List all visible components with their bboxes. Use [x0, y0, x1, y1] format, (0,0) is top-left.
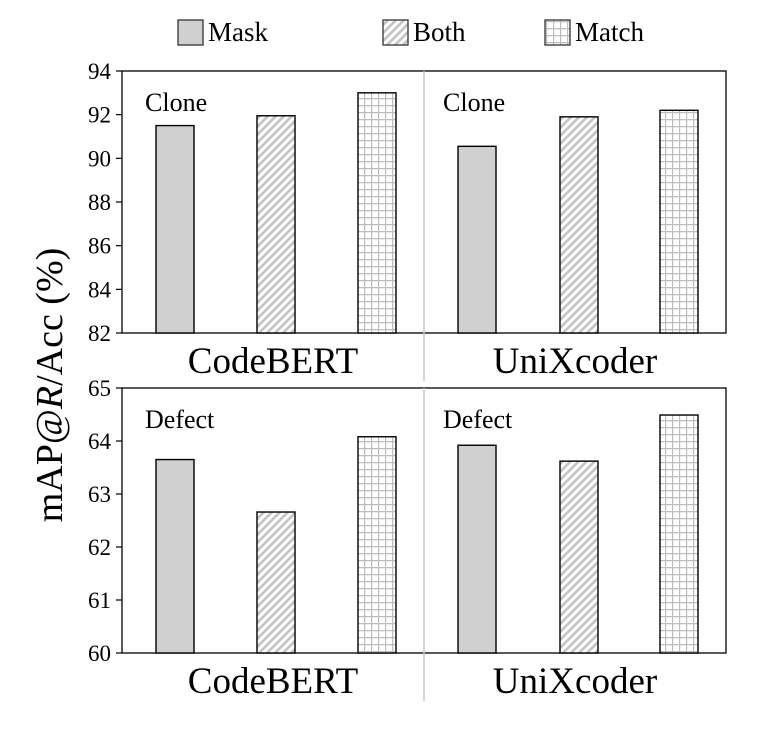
y-tick-label: 64: [88, 429, 112, 454]
legend-swatch-mask: [177, 19, 204, 46]
task-label: Defect: [443, 405, 513, 434]
y-tick-label: 86: [88, 234, 111, 259]
legend-label-match: Match: [575, 17, 644, 47]
bar-both-codebert: [256, 511, 296, 654]
y-tick-label: 62: [88, 535, 111, 560]
legend-label-mask: Mask: [208, 17, 268, 47]
bar-mask-codebert: [155, 458, 195, 654]
bar-match-unixcoder: [659, 414, 699, 654]
y-tick-label: 60: [88, 641, 111, 666]
panel-defect: 60 61 62 63 64 65 Defect Defect CodeBERT UniXcode…: [88, 376, 727, 702]
x-category-label-unixcoder: UniXcoder: [493, 661, 657, 702]
y-tick-label: 65: [88, 376, 111, 401]
y-tick-label: 94: [88, 59, 112, 84]
x-category-label-codebert: CodeBERT: [188, 661, 358, 702]
legend-item-both: Both: [382, 17, 466, 47]
x-category-label-unixcoder: UniXcoder: [493, 341, 657, 382]
chart-panels: 82 84 86 88 90 92 94 Clone Clone CodeBERT UniXcode…: [88, 59, 727, 702]
x-category-label-codebert: CodeBERT: [188, 341, 358, 382]
bar-mask-codebert: [155, 124, 195, 334]
bar-both-unixcoder: [559, 116, 599, 334]
y-tick-label: 61: [88, 588, 111, 613]
bar-mask-unixcoder: [457, 145, 497, 334]
y-tick-label: 90: [88, 146, 111, 171]
bar-both-codebert: [256, 115, 296, 334]
task-label: Clone: [145, 88, 207, 117]
legend: Mask Both Match: [177, 17, 644, 47]
y-tick-label: 82: [88, 321, 111, 346]
legend-label-both: Both: [413, 17, 466, 47]
panel-clone: 82 84 86 88 90 92 94 Clone Clone CodeBERT UniXcode…: [88, 59, 727, 382]
task-label: Defect: [145, 405, 215, 434]
bar-match-unixcoder: [659, 109, 699, 334]
y-tick-label: 84: [88, 277, 112, 302]
legend-item-match: Match: [544, 17, 644, 47]
bar-both-unixcoder: [559, 460, 599, 654]
bar-match-codebert: [357, 436, 397, 654]
legend-swatch-match: [544, 19, 571, 46]
y-tick-label: 92: [88, 103, 111, 128]
bar-mask-unixcoder: [457, 444, 497, 654]
y-tick-label: 88: [88, 190, 111, 215]
task-label: Clone: [443, 88, 505, 117]
y-tick-label: 63: [88, 482, 111, 507]
bar-match-codebert: [357, 92, 397, 334]
legend-swatch-both: [382, 19, 409, 46]
legend-item-mask: Mask: [177, 17, 268, 47]
y-axis-label: mAP@R/Acc (%): [29, 248, 71, 523]
